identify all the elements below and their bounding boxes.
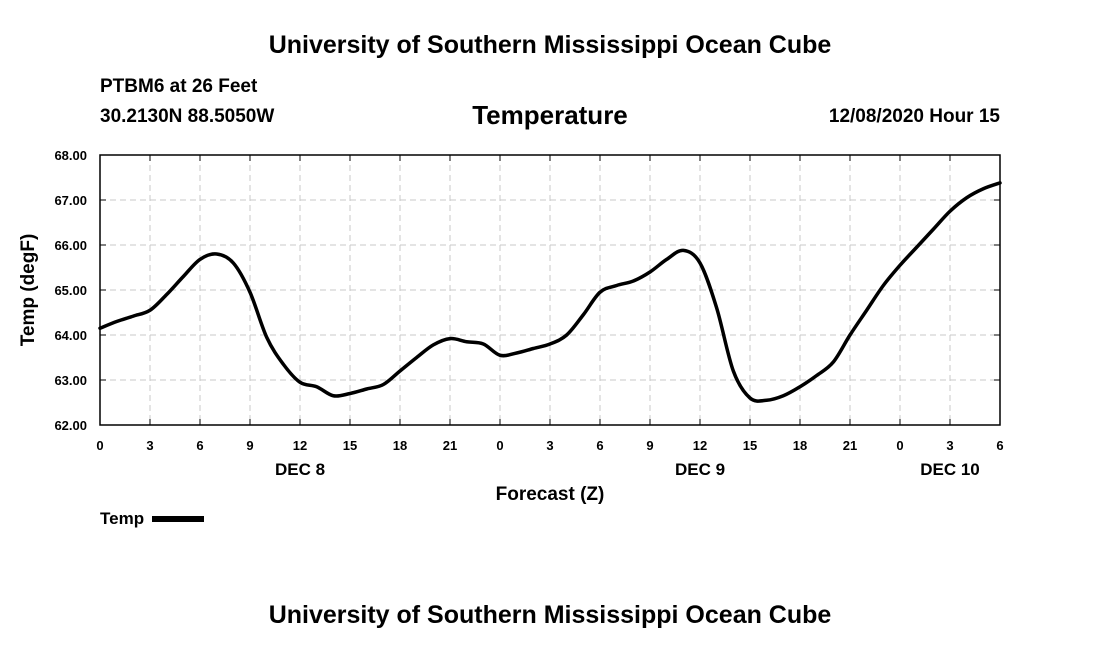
tick-layer: 62.00 63.00 64.00 65.00 66.00 67.00 68.00 0 3 6 9 1…: [54, 148, 1003, 479]
y-tick-label: 63.00: [54, 373, 87, 388]
legend: Temp: [100, 509, 205, 529]
y-tick-label: 64.00: [54, 328, 87, 343]
x-tick-label: 15: [743, 438, 757, 453]
y-tick-label: 68.00: [54, 148, 87, 163]
x-tick-label: 12: [693, 438, 707, 453]
day-label: DEC 10: [920, 460, 980, 479]
x-tick-label: 21: [443, 438, 457, 453]
y-tick-label: 66.00: [54, 238, 87, 253]
footer-title: University of Southern Mississippi Ocean…: [268, 601, 832, 629]
x-tick-label: 6: [596, 438, 603, 453]
y-tick-label: 67.00: [54, 193, 87, 208]
station-label: PTBM6 at 26 Feet: [100, 76, 258, 97]
series-layer: [98, 181, 1002, 403]
y-tick-label: 62.00: [54, 418, 87, 433]
x-tick-label: 3: [946, 438, 953, 453]
x-tick-label: 18: [793, 438, 807, 453]
chart-title: Temperature: [472, 100, 628, 130]
y-tick-label: 65.00: [54, 283, 87, 298]
x-tick-label: 6: [196, 438, 203, 453]
series-line-temp: [98, 181, 1002, 403]
x-tick-label: 18: [393, 438, 407, 453]
x-tick-label: 0: [896, 438, 903, 453]
legend-label: Temp: [100, 509, 145, 528]
x-tick-label: 0: [96, 438, 103, 453]
x-axis-label: Forecast (Z): [496, 484, 605, 505]
y-axis-label: Temp (degF): [18, 234, 39, 347]
x-tick-label: 0: [496, 438, 503, 453]
page-title: University of Southern Mississippi Ocean…: [268, 31, 832, 59]
coordinates-label: 30.2130N 88.5050W: [100, 106, 275, 127]
x-tick-label: 9: [246, 438, 253, 453]
x-tick-label: 12: [293, 438, 307, 453]
x-tick-label: 3: [146, 438, 153, 453]
day-label: DEC 8: [275, 460, 325, 479]
grid-layer: [100, 155, 1000, 425]
x-tick-label: 21: [843, 438, 857, 453]
x-tick-label: 3: [546, 438, 553, 453]
datetime-label: 12/08/2020 Hour 15: [828, 106, 1000, 127]
x-tick-label: 9: [646, 438, 653, 453]
x-tick-label: 15: [343, 438, 357, 453]
legend-line-swatch: [152, 516, 205, 522]
day-label: DEC 9: [675, 460, 725, 479]
x-tick-label: 6: [996, 438, 1003, 453]
